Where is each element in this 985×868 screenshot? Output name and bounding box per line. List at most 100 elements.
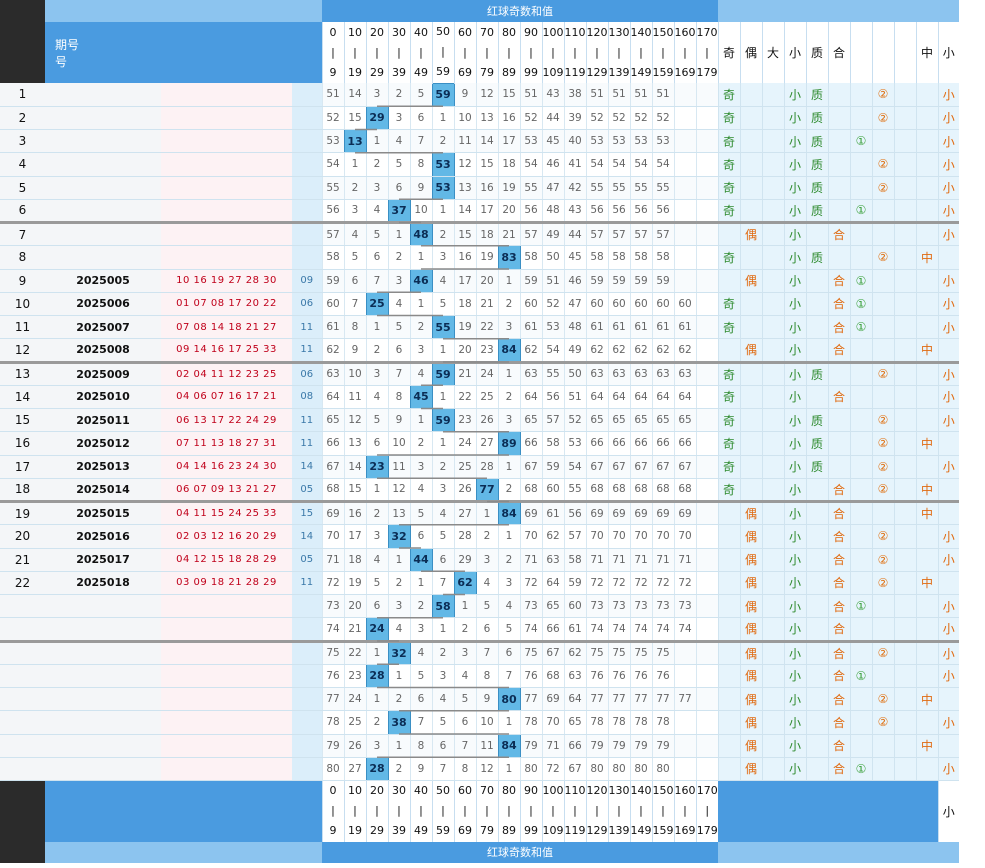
range-start: 10: [348, 784, 362, 798]
attr-cell-0: [717, 641, 740, 665]
hit-cell[interactable]: 32: [387, 524, 411, 549]
table-row[interactable]: 74 21 24 4 3 1 2 6 5 74 66 61 74 74 74 74 74 偶小合小: [0, 617, 959, 643]
attr-cell-8: [893, 548, 916, 572]
table-row[interactable]: 5 55 2 3 6 9 53 13 16 19 55 47 42 55 55 55 55 奇小质 ② 小: [0, 175, 959, 200]
hit-cell[interactable]: 28: [365, 756, 389, 782]
miss-count: 53: [563, 431, 586, 456]
hit-cell[interactable]: 29: [365, 105, 389, 131]
table-row[interactable]: 1 51 14 3 2 5 59 9 12 15 51 43 38 51 51 51 51 奇小质 ② 小: [0, 82, 959, 107]
table-row[interactable]: 15 2025011 06 13 17 22 24 29 11 65 12 5 9 1 59 23 2…: [0, 407, 959, 433]
table-row[interactable]: 22 2025018 03 09 18 21 28 29 11 72 19 5 2 1 7 62 4 3…: [0, 570, 959, 596]
hit-cell[interactable]: 84: [497, 500, 521, 526]
hit-cell[interactable]: 48: [409, 221, 433, 247]
table-row[interactable]: 79 26 3 1 8 6 7 11 84 79 71 66 79 79 79 79 偶小合中: [0, 733, 959, 758]
miss-count: 21: [497, 222, 520, 247]
range-start: 150: [652, 25, 674, 39]
table-row[interactable]: 78 25 2 38 7 5 6 10 1 78 70 65 78 78 78 78 偶小合 ② 小: [0, 710, 959, 735]
hit-cell[interactable]: 59: [431, 82, 455, 107]
hit-cell[interactable]: 59: [431, 407, 455, 433]
table-row[interactable]: 17 2025013 04 14 16 23 24 30 14 67 14 23 11 3 2 25…: [0, 454, 959, 479]
hit-cell[interactable]: 55: [431, 314, 455, 340]
hit-cell[interactable]: 59: [431, 361, 455, 386]
table-row[interactable]: 6 56 3 4 37 10 1 14 17 20 56 48 43 56 56 56 56 奇小质 ① 小: [0, 198, 959, 225]
attr-cell-8: [893, 338, 916, 364]
attr-cell-9: 中: [915, 431, 938, 456]
red-ball-numbers: [161, 106, 292, 131]
hit-cell[interactable]: 83: [497, 245, 521, 270]
table-row[interactable]: 80 27 28 2 9 7 8 12 1 80 72 67 80 80 80 80 偶小合 ① 小: [0, 756, 959, 782]
row-index: 10: [0, 292, 45, 317]
miss-count: 69: [673, 501, 696, 526]
miss-count: 58: [321, 245, 344, 270]
miss-count: 24: [453, 431, 476, 456]
hit-cell[interactable]: 80: [497, 686, 521, 712]
table-row[interactable]: 12 2025008 09 14 16 17 25 33 11 62 9 2 6 3 1 20 23 8…: [0, 338, 959, 364]
hit-cell[interactable]: 23: [365, 454, 389, 479]
hit-cell[interactable]: 13: [343, 128, 367, 154]
row-index: [0, 734, 45, 758]
miss-count: 60: [563, 594, 586, 619]
table-row[interactable]: 11 2025007 07 08 14 18 21 27 11 61 8 1 5 2 55 19 22…: [0, 314, 959, 340]
table-row[interactable]: 21 2025017 04 12 15 18 28 29 05 71 18 4 1 44 6 29 3…: [0, 547, 959, 572]
table-row[interactable]: 9 2025005 10 16 19 27 28 30 09 59 6 7 3 46 4 17 20 1…: [0, 268, 959, 293]
footer-range-17: 170 | 179: [695, 780, 718, 842]
hit-cell[interactable]: 62: [453, 570, 477, 596]
hit-cell[interactable]: 84: [497, 338, 521, 364]
attr-cell-2: [761, 269, 784, 293]
attr-cell-4: [805, 315, 828, 340]
hit-cell[interactable]: 25: [365, 291, 389, 317]
attr-cell-2: [761, 757, 784, 782]
range-start: 100: [542, 25, 564, 39]
attr-cell-10: 小: [937, 664, 959, 689]
miss-count: 2: [409, 315, 432, 340]
attr-cell-8: [893, 408, 916, 433]
table-row[interactable]: 2 52 15 29 3 6 1 10 13 16 52 44 39 52 52 52 52 奇小质 ② 小: [0, 105, 959, 131]
hit-cell[interactable]: 32: [387, 640, 411, 665]
table-row[interactable]: 14 2025010 04 06 07 16 17 21 08 64 11 4 8 45 1 22 2…: [0, 384, 959, 410]
miss-count: 65: [651, 408, 674, 433]
hit-cell[interactable]: 37: [387, 198, 411, 225]
attr-cell-7: ②: [871, 524, 894, 549]
attr-cell-7: ②: [871, 431, 894, 456]
hit-cell[interactable]: 45: [409, 384, 433, 410]
table-row[interactable]: 77 24 1 2 6 4 5 9 80 77 69 64 77 77 77 77 77 偶小合 ② 中: [0, 686, 959, 712]
table-row[interactable]: 20 2025016 02 03 12 16 20 29 14 70 17 3 32 6 5 28 2…: [0, 524, 959, 549]
hit-cell[interactable]: 77: [475, 477, 499, 504]
attr-cell-5: 合: [827, 641, 850, 665]
attr-cell-0: 奇: [717, 83, 740, 107]
hit-cell[interactable]: 44: [409, 547, 433, 572]
hit-cell[interactable]: 53: [431, 152, 455, 177]
range-start: 40: [414, 25, 428, 39]
range-sep: |: [639, 45, 643, 59]
miss-count: 51: [519, 83, 542, 107]
attr-cell-9: [915, 362, 938, 386]
miss-count: 25: [343, 710, 366, 735]
table-row[interactable]: 18 2025014 06 07 09 13 21 27 05 68 15 1 12 4 3 26 7…: [0, 477, 959, 504]
table-row[interactable]: 3 53 13 1 4 7 2 11 14 17 53 45 40 53 53 53 53 奇小质 ① 小: [0, 128, 959, 154]
hit-cell[interactable]: 24: [365, 617, 389, 643]
issue-number: [45, 687, 161, 712]
hit-cell[interactable]: 53: [431, 175, 455, 200]
range-start: 140: [630, 784, 652, 798]
hit-cell[interactable]: 84: [497, 733, 521, 758]
attr-cell-10: 小: [937, 292, 959, 317]
table-row[interactable]: 19 2025015 04 11 15 24 25 33 15 69 16 2 13 5 4 27 1…: [0, 500, 959, 526]
table-row[interactable]: 76 23 28 1 5 3 4 8 7 76 68 63 76 76 76 76 偶小合 ① 小: [0, 663, 959, 689]
table-row[interactable]: 16 2025012 07 11 13 18 27 31 11 66 13 6 10 2 1 24 2…: [0, 431, 959, 456]
miss-count: 53: [321, 129, 344, 154]
table-row[interactable]: 8 58 5 6 2 1 3 16 19 83 58 50 45 58 58 58 58 奇小质 ② 中: [0, 245, 959, 270]
table-row[interactable]: 13 2025009 02 04 11 12 23 25 06 63 10 3 7 4 59 21 2…: [0, 361, 959, 386]
miss-count: 66: [651, 431, 674, 456]
table-row[interactable]: 7 57 4 5 1 48 2 15 18 21 57 49 44 57 57 57 57 偶小合小: [0, 221, 959, 247]
table-row[interactable]: 10 2025006 01 07 08 17 20 22 06 60 7 25 4 1 5 18 21…: [0, 291, 959, 317]
hit-cell[interactable]: 46: [409, 268, 433, 293]
range-end: 129: [586, 824, 608, 838]
hit-cell[interactable]: 89: [497, 431, 521, 456]
hit-cell[interactable]: 28: [365, 663, 389, 689]
table-row[interactable]: 4 54 1 2 5 8 53 12 15 18 54 46 41 54 54 54 54 奇小质 ② 小: [0, 152, 959, 177]
hit-cell[interactable]: 58: [431, 593, 455, 619]
hit-cell[interactable]: 38: [387, 710, 411, 735]
table-row[interactable]: 75 22 1 32 4 2 3 7 6 75 67 62 75 75 75 75 偶小合 ② 小: [0, 640, 959, 665]
table-row[interactable]: 73 20 6 3 2 58 1 5 4 73 65 60 73 73 73 73 73 偶小合 ① 小: [0, 593, 959, 619]
miss-count: 76: [651, 664, 674, 689]
